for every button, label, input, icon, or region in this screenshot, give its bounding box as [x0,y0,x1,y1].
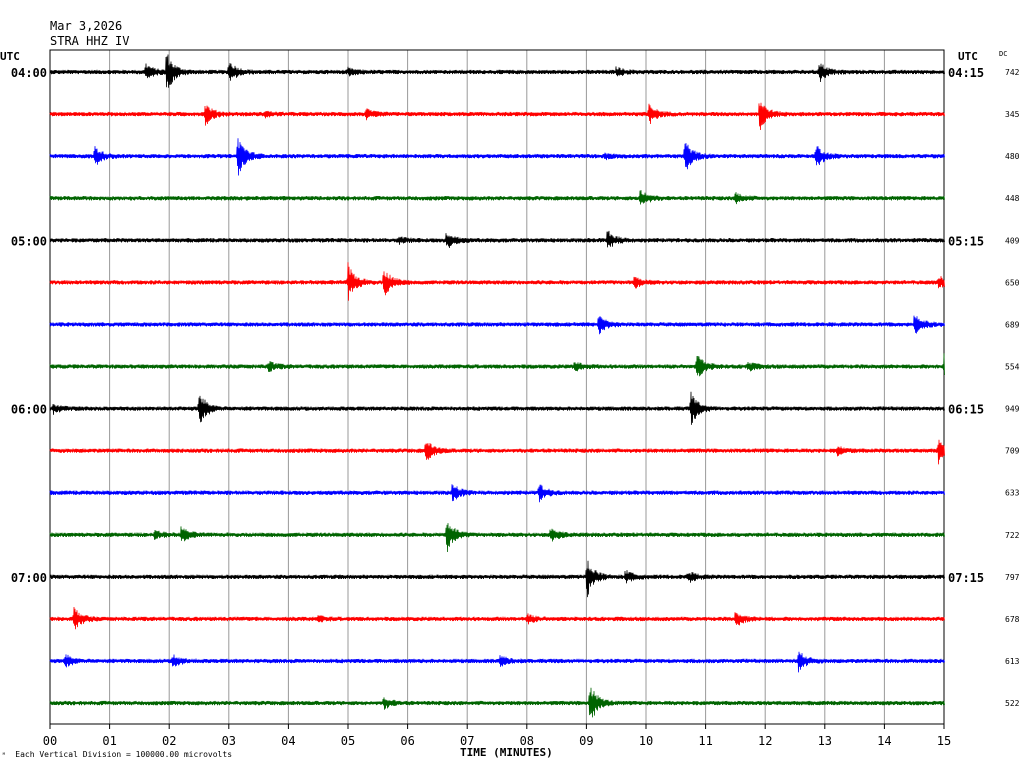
x-tick-label: 12 [758,734,772,748]
trace-row-16 [49,687,945,718]
x-tick-label: 14 [877,734,891,748]
right-time-label: 06:15 [948,403,984,417]
x-tick-label: 07 [460,734,474,748]
dc-value-row-1: 742 [1005,68,1020,77]
x-tick-label: 02 [162,734,176,748]
x-tick-label: 15 [937,734,951,748]
chart-station: STRA HHZ IV [50,34,130,48]
dc-label: DC [999,50,1008,58]
dc-value-row-5: 409 [1005,236,1020,245]
left-time-label: 06:00 [11,403,47,417]
left-time-label: 05:00 [11,234,47,248]
trace-row-7 [49,315,945,335]
x-axis-label: TIME (MINUTES) [460,746,553,759]
x-tick-label: 04 [281,734,295,748]
footer-scale-note: ᴹ Each Vertical Division = 100000.00 mic… [2,750,232,759]
trace-row-15 [49,651,945,673]
dc-value-row-12: 722 [1005,531,1020,540]
x-tick-label: 09 [579,734,593,748]
right-utc-label: UTC [958,50,978,63]
chart-date: Mar 3,2026 [50,19,123,33]
trace-row-9 [49,391,945,425]
dc-value-row-6: 650 [1005,278,1020,287]
dc-value-row-16: 522 [1005,699,1020,708]
dc-value-row-14: 678 [1005,615,1020,624]
trace-row-13 [49,560,945,598]
footer-text: Each Vertical Division = 100000.00 micro… [15,750,233,759]
footer-mark: ᴹ [2,752,6,759]
dc-value-row-13: 797 [1005,573,1020,582]
right-time-label: 04:15 [948,66,984,80]
x-tick-label: 00 [43,734,57,748]
trace-row-12 [49,523,945,553]
dc-value-row-7: 689 [1005,320,1020,329]
plot-frame [49,49,945,725]
x-tick-label: 11 [698,734,712,748]
x-tick-label: 03 [222,734,236,748]
trace-row-4 [49,190,945,205]
x-tick-label: 05 [341,734,355,748]
dc-value-row-10: 709 [1005,447,1020,456]
trace-row-5 [49,230,945,249]
dc-value-row-9: 949 [1005,405,1020,414]
dc-value-row-2: 345 [1005,110,1020,119]
dc-value-row-8: 554 [1005,362,1020,371]
trace-row-10 [49,439,945,465]
x-tick-label: 10 [639,734,653,748]
right-time-label: 07:15 [948,571,984,585]
trace-row-8 [49,353,945,377]
dc-value-row-11: 633 [1005,489,1020,498]
dc-value-row-4: 448 [1005,194,1020,203]
x-tick-label: 06 [400,734,414,748]
left-utc-label: UTC [0,50,20,63]
trace-row-6 [49,262,945,301]
left-time-label: 07:00 [11,571,47,585]
x-tick-label: 13 [818,734,832,748]
trace-row-3 [49,138,945,176]
dc-value-row-15: 613 [1005,657,1020,666]
trace-row-11 [49,484,945,503]
trace-row-2 [49,102,945,131]
dc-value-row-3: 480 [1005,152,1020,161]
trace-row-1 [49,54,945,88]
right-time-label: 05:15 [948,234,984,248]
trace-row-14 [49,606,945,630]
left-time-label: 04:00 [11,66,47,80]
x-tick-label: 01 [102,734,116,748]
x-tick-label: 08 [520,734,534,748]
